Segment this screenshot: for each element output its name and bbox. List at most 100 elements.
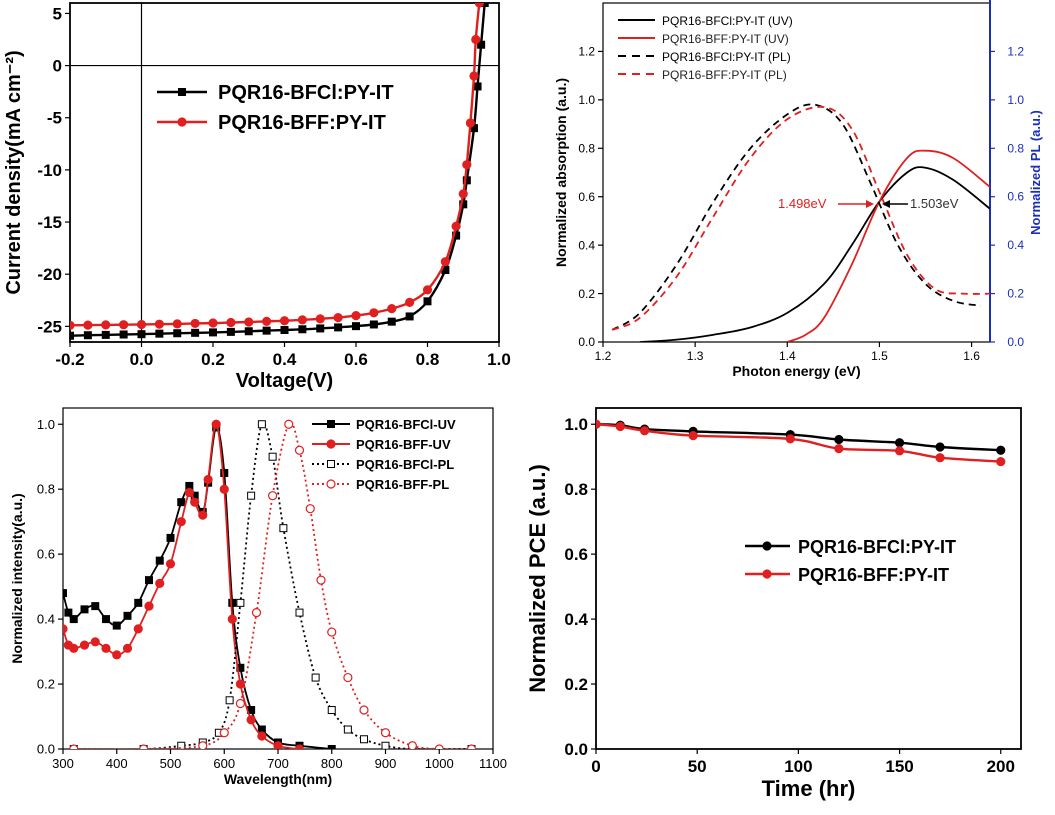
data-point: [228, 598, 237, 607]
y-tick-label: -5: [47, 109, 62, 128]
data-point: [155, 578, 165, 588]
data-point: [996, 445, 1006, 455]
data-point: [184, 487, 194, 498]
data-point: [294, 445, 305, 455]
annotation-label: 1.503eV: [910, 196, 959, 211]
data-point: [119, 320, 129, 330]
legend-label: PQR16-BFCl:PY-IT (UV): [662, 14, 793, 28]
legend-marker: [177, 117, 187, 127]
data-point: [69, 744, 79, 749]
data-point: [462, 176, 471, 185]
legend-label: PQR16-BFCl:PY-IT: [218, 82, 394, 104]
data-point: [327, 745, 336, 749]
legend-label: PQR16-BFCl:PY-IT: [798, 537, 956, 557]
legend: PQR16-BFCl:PY-IT (UV) PQR16-BFF:PY-IT (UV…: [618, 14, 959, 211]
data-point: [343, 725, 352, 734]
data-point: [69, 615, 78, 624]
legend-marker: [327, 460, 335, 468]
x-tick-label: 50: [688, 757, 707, 776]
y-tick-label: 0.8: [578, 141, 595, 155]
x-tick-label: 400: [106, 756, 128, 771]
data-point: [352, 322, 360, 331]
y-tick-label: 1.0: [578, 93, 595, 107]
data-point: [465, 118, 475, 128]
legend-label: PQR16-BFF:PY-IT: [798, 565, 949, 585]
data-point: [262, 316, 272, 326]
data-point: [102, 615, 110, 624]
data-point: [639, 426, 650, 436]
legend-label: PQR16-BFCl-PL: [356, 457, 454, 472]
data-point: [466, 744, 477, 749]
data-point: [359, 705, 369, 715]
y-axis-label: Current density(mA cm⁻²): [3, 50, 25, 294]
data-point: [407, 741, 417, 749]
data-point: [198, 741, 208, 749]
y2-axis-label: Normalized PL (a.u.): [1028, 110, 1043, 235]
x-tick-label: 0: [591, 757, 600, 776]
legend-label: PQR16-BFF:PY-IT (UV): [662, 32, 789, 46]
data-point: [155, 556, 164, 565]
legend-label: PQR16-BFF:PY-IT: [218, 112, 386, 134]
x-axis-label: Time (hr): [762, 776, 856, 801]
y2-tick-label: 0.4: [1007, 238, 1024, 252]
y-tick-label: -15: [37, 213, 62, 232]
data-point: [83, 331, 92, 340]
y-tick-label: 1.2: [578, 45, 595, 59]
data-point: [294, 744, 305, 749]
data-point: [405, 312, 414, 321]
data-point: [203, 474, 213, 485]
x-tick-label: 0.0: [130, 350, 154, 369]
data-point: [473, 82, 482, 91]
x-tick-label: 200: [987, 757, 1015, 776]
data-point: [91, 602, 100, 611]
data-point: [369, 320, 378, 329]
y-tick-label: 5: [53, 4, 62, 23]
data-point: [596, 419, 601, 429]
data-point: [219, 728, 229, 738]
legend-marker: [327, 420, 335, 428]
data-point: [101, 643, 111, 653]
data-point: [268, 452, 277, 461]
data-point: [451, 221, 461, 231]
data-point: [244, 327, 253, 336]
data-point: [369, 308, 379, 318]
data-point: [280, 326, 289, 335]
annotation-label: 1.498eV: [778, 196, 827, 211]
y2-tick-label: 0.8: [1007, 141, 1024, 155]
x-tick-label: 1.4: [779, 349, 796, 363]
series-line: [63, 423, 300, 749]
data-point: [615, 421, 625, 432]
data-point: [139, 744, 149, 749]
y-tick-label: 0.8: [37, 482, 55, 497]
data-point: [101, 330, 110, 339]
data-point: [209, 328, 217, 337]
data-point: [316, 575, 326, 585]
data-point: [80, 605, 89, 614]
y2-tick-label: 0.0: [1007, 335, 1024, 349]
data-point: [172, 319, 182, 329]
data-point: [79, 640, 90, 650]
x-tick-label: 1.3: [687, 349, 704, 363]
data-point: [69, 643, 79, 653]
legend: PQR16-BFCl-UV PQR16-BFF-UV PQR16-BFCl-PL PQ…: [312, 417, 456, 492]
x-tick-label: 0.8: [416, 350, 440, 369]
data-point: [173, 329, 182, 338]
data-point: [894, 438, 905, 448]
series-line: [70, 3, 486, 337]
y-tick-label: -20: [37, 265, 62, 284]
y2-tick-label: 1.2: [1007, 44, 1024, 58]
data-point: [471, 34, 481, 45]
data-point: [474, 3, 484, 8]
data-point: [423, 297, 432, 306]
data-point: [405, 297, 415, 307]
data-point: [935, 453, 945, 463]
data-point: [480, 3, 489, 7]
series-line: [70, 3, 481, 327]
data-point: [387, 304, 397, 314]
data-point: [136, 319, 147, 330]
y-tick-label: 0: [53, 57, 62, 76]
data-point: [208, 318, 218, 328]
data-point: [134, 598, 143, 607]
data-point: [190, 318, 200, 329]
data-point: [101, 320, 111, 330]
